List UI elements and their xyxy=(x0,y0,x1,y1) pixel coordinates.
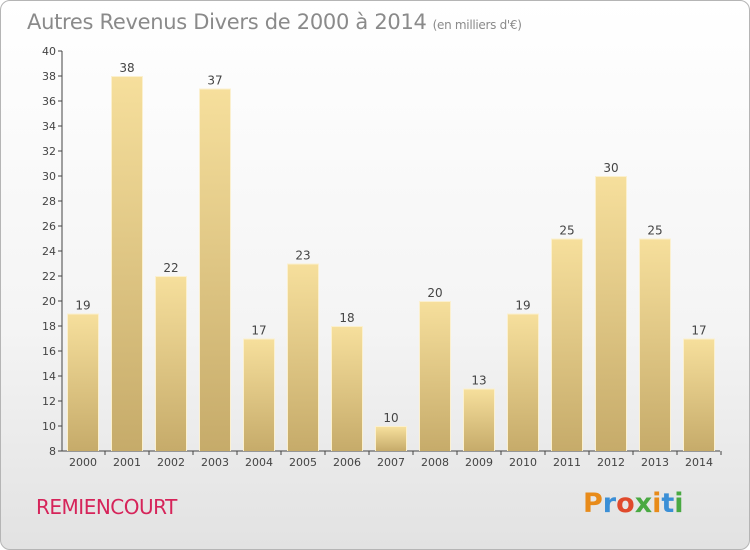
y-tick-label: 28 xyxy=(42,195,56,208)
logo-letter: i xyxy=(674,488,684,519)
y-tick-label: 18 xyxy=(42,320,56,333)
bar-value-label: 25 xyxy=(559,224,574,238)
bar xyxy=(200,89,230,451)
y-tick-label: 16 xyxy=(42,345,56,358)
logo-letter: P xyxy=(583,488,603,519)
x-tick-label: 2009 xyxy=(465,456,493,469)
y-tick-label: 40 xyxy=(42,45,56,58)
y-tick-label: 26 xyxy=(42,220,56,233)
bar-value-label: 13 xyxy=(471,374,486,388)
bar xyxy=(156,277,186,451)
y-tick-label: 34 xyxy=(42,120,56,133)
bar-value-label: 23 xyxy=(295,249,310,263)
bar-value-label: 10 xyxy=(383,411,398,425)
logo-letter: x xyxy=(634,488,653,519)
axis-layer: 8 10 12 14 16 18 20 22 24 26 28 30 32 34 36 38 40 2000 200… xyxy=(42,45,722,469)
bar-value-label: 17 xyxy=(251,324,266,338)
chart-title: Autres Revenus Divers de 2000 à 2014 (en … xyxy=(27,10,522,34)
bar xyxy=(420,302,450,451)
x-tick-label: 2006 xyxy=(333,456,361,469)
x-tick-label: 2001 xyxy=(113,456,141,469)
title-main: Autres Revenus Divers de 2000 à 2014 xyxy=(27,10,427,34)
x-tick-label: 2003 xyxy=(201,456,229,469)
title-unit: (en milliers d'€) xyxy=(432,18,522,32)
bar-value-label: 37 xyxy=(207,74,222,88)
y-tick-label: 10 xyxy=(42,420,56,433)
x-tick-label: 2004 xyxy=(245,456,273,469)
y-tick-label: 38 xyxy=(42,70,56,83)
y-tick-label: 32 xyxy=(42,145,56,158)
x-tick-label: 2011 xyxy=(553,456,581,469)
bar-value-label: 18 xyxy=(339,311,354,325)
logo-letter: i xyxy=(652,488,662,519)
y-tick-label: 36 xyxy=(42,95,56,108)
y-tick-label: 22 xyxy=(42,270,56,283)
bar xyxy=(244,339,274,451)
commune-name: REMIENCOURT xyxy=(36,495,177,519)
bar-value-label: 19 xyxy=(515,299,530,313)
bar xyxy=(112,77,142,451)
bar-value-label: 30 xyxy=(603,161,618,175)
bar-value-label: 17 xyxy=(691,324,706,338)
bar-value-label: 38 xyxy=(119,61,134,75)
y-tick-label: 8 xyxy=(49,445,56,458)
y-tick-label: 24 xyxy=(42,245,56,258)
bar xyxy=(288,264,318,451)
bar xyxy=(332,327,362,451)
bar xyxy=(68,314,98,451)
x-tick-label: 2014 xyxy=(685,456,713,469)
proxiti-logo[interactable]: Proxiti xyxy=(583,488,684,519)
bar xyxy=(508,314,538,451)
bar xyxy=(552,239,582,451)
x-tick-label: 2005 xyxy=(289,456,317,469)
bar-value-label: 19 xyxy=(75,299,90,313)
y-tick-label: 12 xyxy=(42,395,56,408)
x-tick-label: 2012 xyxy=(597,456,625,469)
bar xyxy=(640,239,670,451)
y-tick-label: 20 xyxy=(42,295,56,308)
y-tick-label: 14 xyxy=(42,370,56,383)
logo-letter: o xyxy=(616,488,635,519)
bar xyxy=(376,427,406,451)
bar-layer: 19 38 22 37 17 23 18 10 20 13 19 25 30 25 17 xyxy=(67,61,715,451)
bar-value-label: 25 xyxy=(647,224,662,238)
x-tick-label: 2000 xyxy=(69,456,97,469)
x-tick-label: 2010 xyxy=(509,456,537,469)
bar xyxy=(464,389,494,451)
x-tick-label: 2007 xyxy=(377,456,405,469)
bar-value-label: 20 xyxy=(427,286,442,300)
x-tick-label: 2008 xyxy=(421,456,449,469)
logo-letter: t xyxy=(661,488,675,519)
bar xyxy=(596,177,626,451)
x-tick-label: 2002 xyxy=(157,456,185,469)
bar-value-label: 22 xyxy=(163,261,178,275)
logo-letter: r xyxy=(602,488,617,519)
x-tick-label: 2013 xyxy=(641,456,669,469)
bar xyxy=(684,339,714,451)
y-tick-label: 30 xyxy=(42,170,56,183)
